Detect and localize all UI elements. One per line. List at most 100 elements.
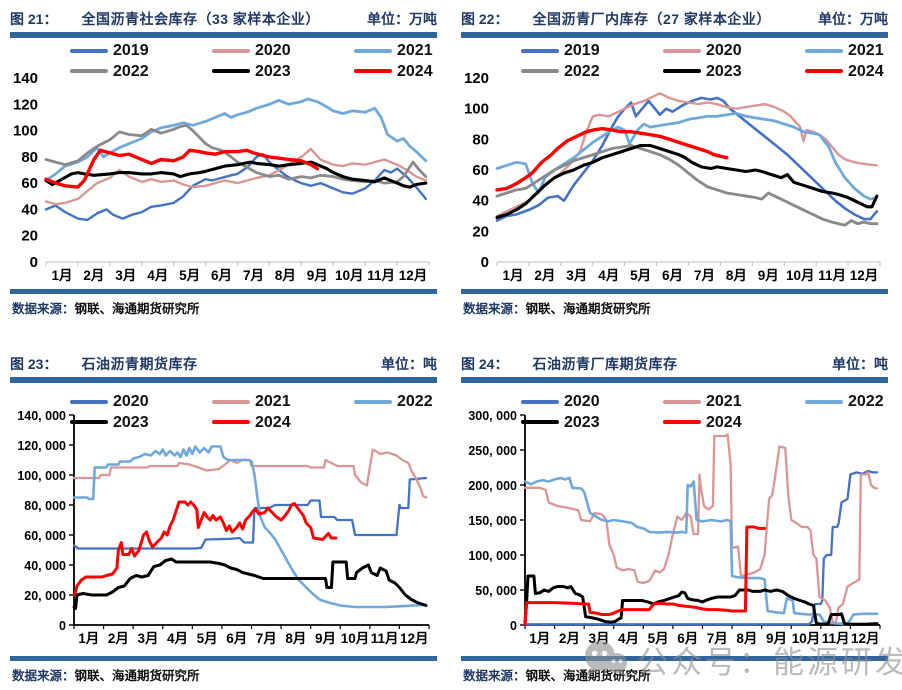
figure-23-legend: 2020 2021 2022 2023 2024 xyxy=(70,393,435,434)
legend-line-swatch xyxy=(663,399,701,404)
legend-label: 2020 xyxy=(255,42,291,59)
fig23-series-2022 xyxy=(72,445,428,609)
figure-label: 图 21： xyxy=(10,11,58,27)
x-tick-label: 8月 xyxy=(285,631,306,646)
fig23-series-2024 xyxy=(72,500,338,597)
figure-unit: 单位：万吨 xyxy=(818,11,888,27)
fig22-series-2022 xyxy=(495,144,879,227)
x-tick-label: 1月 xyxy=(502,268,523,283)
legend-line-swatch xyxy=(805,399,843,404)
footer-divider xyxy=(10,289,437,294)
figure-unit: 单位：吨 xyxy=(832,356,888,372)
legend-item-2021: 2021 xyxy=(354,42,435,60)
legend-label: 2023 xyxy=(113,413,149,431)
figure-23-chart-area: 2020 2021 2022 2023 2024 0 20, 000 40, 000 60, … xyxy=(10,383,437,655)
figure-22-card: 图 22： 全国沥青厂内库存（27 家样本企业） 单位：万吨 2019 2020 2… xyxy=(451,0,902,345)
y-tick-label: 0 xyxy=(510,619,517,633)
figure-unit: 单位：万吨 xyxy=(367,11,437,27)
legend-line-swatch xyxy=(212,69,250,74)
legend-label: 2022 xyxy=(564,62,600,80)
legend-line-swatch xyxy=(212,420,250,425)
legend-item-2023: 2023 xyxy=(212,63,354,81)
source-text: 钢联、海通期货研究所 xyxy=(74,669,200,683)
legend-row: 2020 2021 2022 xyxy=(70,393,435,411)
legend-label: 2021 xyxy=(397,42,433,59)
x-tick-label: 5月 xyxy=(197,631,218,646)
x-tick-label: 10月 xyxy=(335,268,364,283)
source-text: 钢联、海通期货研究所 xyxy=(525,302,651,316)
y-tick-label: 200, 000 xyxy=(468,479,517,493)
figure-21-legend: 2019 2020 2021 2022 2023 2024 xyxy=(70,42,435,83)
fig21-series-2023 xyxy=(44,160,428,189)
x-tick-label: 11月 xyxy=(818,268,846,283)
source-text: 钢联、海通期货研究所 xyxy=(74,302,200,316)
x-tick-label: 9月 xyxy=(307,268,328,283)
legend-label: 2021 xyxy=(255,393,291,410)
x-tick-label: 9月 xyxy=(766,631,787,646)
y-tick-label: 80 xyxy=(21,149,38,166)
y-tick-label: 0 xyxy=(59,619,66,633)
figure-unit: 单位：吨 xyxy=(381,356,437,372)
x-tick-label: 12月 xyxy=(399,268,428,283)
figure-label: 图 22： xyxy=(461,11,509,27)
legend-row: 2019 2020 2021 xyxy=(70,42,435,60)
y-tick-label: 60 xyxy=(472,162,489,179)
legend-line-swatch xyxy=(354,399,392,404)
legend-item-2024: 2024 xyxy=(354,63,435,81)
y-tick-label: 40 xyxy=(472,193,489,210)
legend-item-2024: 2024 xyxy=(212,414,354,432)
x-tick-label: 3月 xyxy=(566,268,587,283)
figure-title: 全国沥青社会库存（33 家样本企业） xyxy=(81,11,320,27)
legend-line-swatch xyxy=(805,69,843,74)
fig24-series-2021 xyxy=(523,433,879,625)
y-tick-label: 80, 000 xyxy=(24,499,66,513)
fig22-series-2023 xyxy=(495,143,879,220)
footer-divider xyxy=(10,656,437,661)
legend-row: 2019 2020 2021 xyxy=(521,42,886,60)
source-row: 数据来源：钢联、海通期货研究所 xyxy=(461,294,888,317)
y-tick-label: 0 xyxy=(481,254,489,271)
title-divider xyxy=(10,377,437,383)
legend-item-2020: 2020 xyxy=(212,42,354,60)
x-tick-label: 11月 xyxy=(822,631,850,646)
legend-item-2023: 2023 xyxy=(521,414,663,432)
legend-item-2020: 2020 xyxy=(521,393,663,411)
fig21-series-2021 xyxy=(44,97,428,182)
x-tick-label: 2月 xyxy=(534,268,555,283)
legend-item-2024: 2024 xyxy=(663,414,805,432)
legend-item-2019: 2019 xyxy=(70,42,212,60)
y-tick-label: 60, 000 xyxy=(24,529,66,543)
legend-line-swatch xyxy=(521,48,559,53)
legend-label: 2022 xyxy=(397,393,433,410)
legend-item-2020: 2020 xyxy=(663,42,805,60)
legend-label: 2023 xyxy=(564,413,600,431)
legend-item-2021: 2021 xyxy=(663,393,805,411)
y-tick-label: 80 xyxy=(472,131,489,148)
source-row: 数据来源：钢联、海通期货研究所 xyxy=(10,661,437,684)
fig21-series-2024 xyxy=(44,148,319,189)
fig21-series-2019 xyxy=(44,152,427,222)
fig24-series-2023 xyxy=(523,574,879,626)
legend-item-2023: 2023 xyxy=(663,63,805,81)
legend-line-swatch xyxy=(70,420,108,425)
x-tick-label: 5月 xyxy=(648,631,669,646)
legend-row: 2022 2023 2024 xyxy=(521,63,886,81)
figure-label: 图 24： xyxy=(461,356,509,372)
y-tick-label: 120, 000 xyxy=(17,439,66,453)
x-tick-label: 6月 xyxy=(211,268,232,283)
y-tick-label: 100, 000 xyxy=(17,469,66,483)
legend-label: 2021 xyxy=(848,42,884,59)
x-tick-label: 3月 xyxy=(137,631,158,646)
y-tick-label: 20, 000 xyxy=(24,589,66,603)
figure-24-legend: 2020 2021 2022 2023 2024 xyxy=(521,393,886,434)
y-tick-label: 20 xyxy=(21,228,38,245)
x-tick-label: 6月 xyxy=(662,268,683,283)
fig22-series-2019 xyxy=(495,96,879,222)
x-tick-label: 2月 xyxy=(108,631,129,646)
title-divider xyxy=(10,32,437,38)
x-tick-label: 5月 xyxy=(179,268,200,283)
figure-title: 全国沥青厂内库存（27 家样本企业） xyxy=(532,11,771,27)
y-tick-label: 150, 000 xyxy=(468,514,517,528)
